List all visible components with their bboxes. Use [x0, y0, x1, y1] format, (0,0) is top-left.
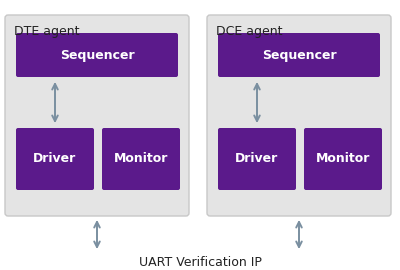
Text: DTE agent: DTE agent: [14, 25, 80, 39]
FancyBboxPatch shape: [304, 128, 382, 190]
FancyBboxPatch shape: [102, 128, 180, 190]
FancyBboxPatch shape: [218, 128, 296, 190]
FancyBboxPatch shape: [16, 128, 94, 190]
FancyBboxPatch shape: [218, 33, 380, 77]
Text: Driver: Driver: [235, 153, 279, 166]
Text: Sequencer: Sequencer: [60, 49, 134, 62]
Text: Monitor: Monitor: [114, 153, 168, 166]
Text: UART Verification IP: UART Verification IP: [138, 255, 262, 268]
Text: DCE agent: DCE agent: [216, 25, 282, 39]
Text: Driver: Driver: [33, 153, 77, 166]
Text: Monitor: Monitor: [316, 153, 370, 166]
FancyBboxPatch shape: [5, 15, 189, 216]
Text: Sequencer: Sequencer: [262, 49, 336, 62]
FancyBboxPatch shape: [207, 15, 391, 216]
FancyBboxPatch shape: [16, 33, 178, 77]
